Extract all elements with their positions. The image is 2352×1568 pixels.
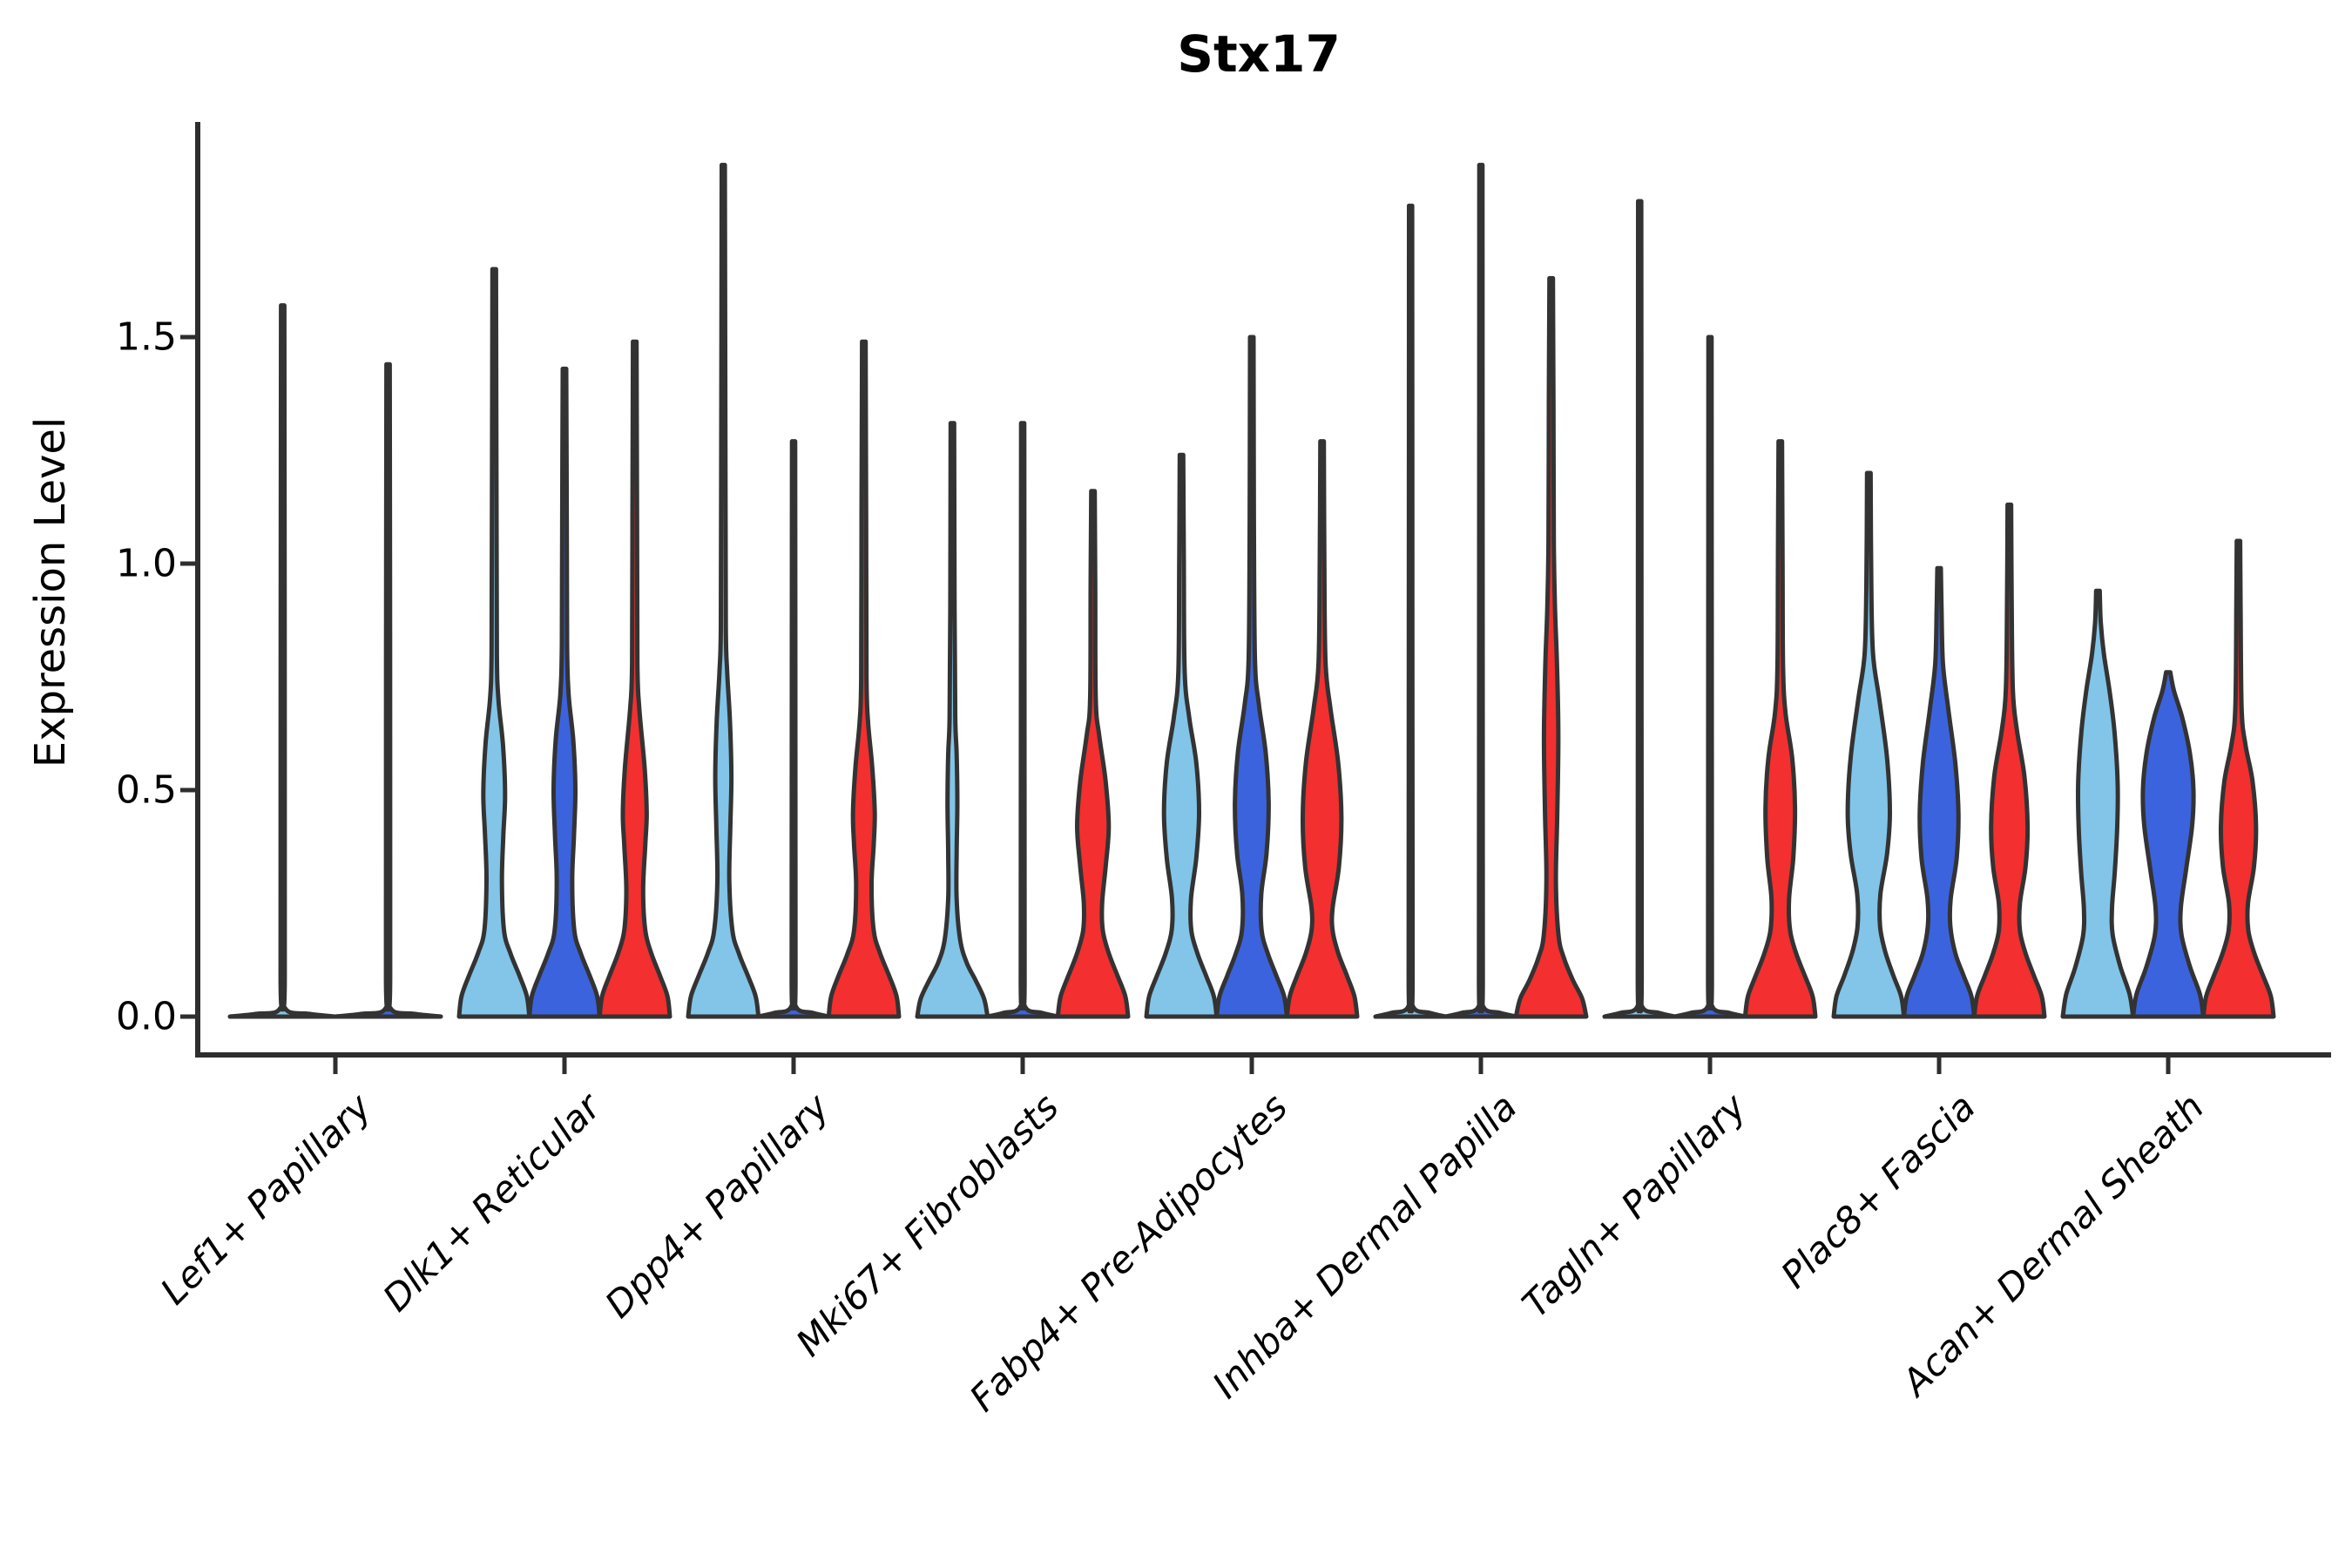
violin-7-light_blue	[1831, 470, 1907, 1019]
y-tick-label: 1.0	[116, 541, 177, 586]
violin-1-light_blue	[456, 267, 532, 1019]
violin-2-light_blue	[686, 162, 761, 1019]
violin-0-dark_blue	[333, 362, 443, 1019]
violin-3-dark_blue	[985, 421, 1060, 1019]
page-title: Stx17	[1177, 24, 1341, 84]
violin-5-light_blue	[1373, 203, 1449, 1019]
violin-8-red	[2200, 538, 2276, 1019]
violin-3-light_blue	[915, 421, 990, 1019]
violin-8-light_blue	[2060, 588, 2136, 1019]
violin-1-dark_blue	[527, 366, 602, 1019]
violin-7-red	[1971, 502, 2047, 1019]
y-tick-label: 0.5	[116, 767, 177, 813]
violin-0-light_blue	[227, 303, 338, 1019]
violin-1-red	[597, 339, 672, 1019]
y-tick-label: 1.5	[116, 314, 177, 360]
violin-5-dark_blue	[1443, 162, 1518, 1019]
violin-7-dark_blue	[1902, 565, 1977, 1019]
y-axis-label: Expression Level	[26, 416, 75, 768]
violin-4-dark_blue	[1214, 335, 1289, 1019]
y-tick-label: 0.0	[116, 994, 177, 1039]
violin-6-red	[1742, 439, 1818, 1019]
violin-6-light_blue	[1602, 199, 1678, 1019]
violin-2-red	[826, 339, 902, 1019]
violin-5-red	[1513, 275, 1589, 1019]
violin-4-light_blue	[1144, 452, 1220, 1019]
violin-8-dark_blue	[2131, 670, 2206, 1019]
violin-6-dark_blue	[1673, 335, 1747, 1019]
violin-2-dark_blue	[756, 439, 831, 1019]
violin-3-red	[1055, 489, 1131, 1019]
violin-4-red	[1284, 439, 1360, 1019]
